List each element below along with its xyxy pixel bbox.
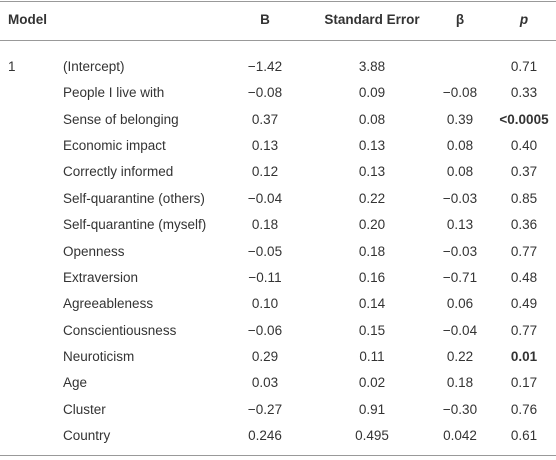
cell-b: −0.06 (247, 322, 283, 338)
cell-p: 0.17 (510, 375, 538, 391)
term: Correctly informed (63, 164, 174, 180)
term: Self-quarantine (others) (63, 190, 205, 206)
cell-b: 0.13 (251, 138, 279, 154)
cell-beta: −0.71 (442, 269, 478, 285)
bottom-rule (0, 455, 556, 456)
cell-se: 0.16 (358, 269, 386, 285)
term: Extraversion (63, 269, 139, 285)
cell-b: 0.10 (251, 296, 279, 312)
cell-se: 0.13 (358, 138, 386, 154)
cell-b: −1.42 (247, 59, 283, 74)
cell-beta: −0.30 (442, 401, 478, 417)
header-rule (0, 40, 556, 41)
cell-p: 0.71 (510, 59, 538, 74)
cell-se: 0.11 (359, 348, 385, 364)
term: Openness (63, 243, 125, 259)
cell-b: 0.03 (251, 375, 279, 391)
cell-p: 0.33 (510, 85, 538, 101)
cell-beta: −0.03 (442, 243, 478, 259)
header-model: Model (8, 12, 47, 27)
cell-b: −0.05 (247, 243, 283, 259)
term: Cluster (63, 401, 106, 417)
cell-beta: 0.08 (446, 164, 474, 180)
term: Neuroticism (63, 348, 135, 364)
term: Self-quarantine (myself) (63, 217, 207, 233)
cell-beta: 0.22 (446, 348, 474, 364)
term: Country (63, 428, 111, 444)
cell-p: 0.49 (510, 296, 538, 312)
cell-b: −0.04 (247, 190, 283, 206)
cell-beta: −0.04 (442, 322, 478, 338)
cell-p: <0.0005 (499, 111, 549, 127)
cell-b: −0.11 (248, 269, 282, 285)
cell-se: 0.18 (358, 243, 386, 259)
cell-se: 0.20 (358, 217, 386, 233)
cell-se: 0.22 (358, 190, 386, 206)
cell-p: 0.37 (510, 164, 538, 180)
cell-beta: 0.13 (446, 217, 474, 233)
cell-beta: 0.39 (446, 111, 474, 127)
header-p: p (519, 12, 529, 27)
cell-se: 0.14 (358, 296, 386, 312)
cell-b: 0.246 (248, 428, 282, 444)
cell-se: 0.02 (358, 375, 386, 391)
cell-beta: 0.06 (446, 296, 474, 312)
cell-p: 0.36 (510, 217, 538, 233)
cell-p: 0.48 (510, 269, 538, 285)
cell-b: 0.18 (251, 217, 279, 233)
cell-se: 0.13 (358, 164, 386, 180)
cell-beta: −0.03 (442, 190, 478, 206)
cell-b: −0.08 (247, 85, 283, 101)
cell-se: 0.91 (358, 401, 386, 417)
cell-p: 0.01 (510, 348, 538, 364)
header-b: B (260, 12, 270, 27)
cell-se: 0.495 (355, 428, 389, 444)
cell-p: 0.61 (510, 428, 538, 444)
cell-se: 0.09 (358, 85, 386, 101)
cell-p: 0.77 (510, 322, 538, 338)
cell-beta: 0.042 (443, 428, 477, 444)
cell-b: −0.27 (247, 401, 283, 417)
term: People I live with (63, 85, 165, 101)
term: Agreeableness (63, 296, 154, 312)
cell-se: 3.88 (358, 59, 386, 74)
cell-p: 0.85 (510, 190, 538, 206)
cell-se: 0.08 (358, 111, 386, 127)
cell-beta: −0.08 (442, 85, 478, 101)
term: Sense of belonging (63, 111, 179, 127)
term: Age (63, 375, 88, 391)
term: Conscientiousness (63, 322, 177, 338)
header-se: Standard Error (324, 12, 420, 27)
term: (Intercept) (63, 59, 125, 74)
cell-beta: 0.18 (446, 375, 474, 391)
model-number: 1 (8, 59, 16, 74)
cell-p: 0.77 (510, 243, 538, 259)
cell-p: 0.40 (510, 138, 538, 154)
cell-b: 0.12 (251, 164, 279, 180)
cell-beta: 0.08 (446, 138, 474, 154)
cell-p: 0.76 (510, 401, 538, 417)
cell-b: 0.29 (251, 348, 279, 364)
header-beta: β (455, 12, 465, 27)
top-rule (0, 1, 556, 2)
term: Economic impact (63, 138, 166, 154)
cell-se: 0.15 (358, 322, 386, 338)
cell-b: 0.37 (251, 111, 279, 127)
